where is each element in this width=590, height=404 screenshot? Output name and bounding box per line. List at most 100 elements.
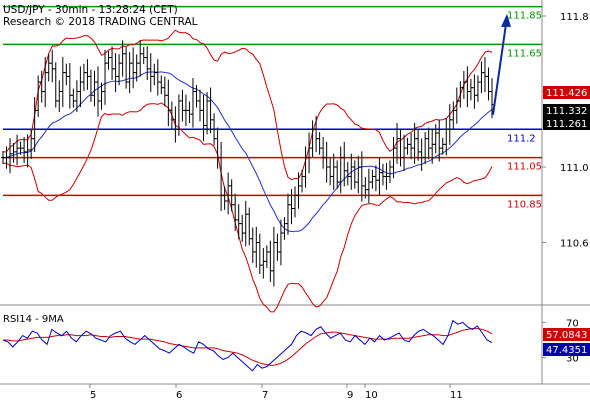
bid-price-label-bg bbox=[543, 117, 590, 130]
price-bar bbox=[300, 169, 305, 193]
price-bar bbox=[257, 233, 262, 275]
y-tick-label: 111.0 bbox=[560, 163, 589, 174]
price-bar bbox=[461, 70, 466, 99]
price-bar bbox=[377, 156, 382, 196]
price-bar bbox=[275, 233, 280, 261]
price-bar bbox=[458, 81, 463, 108]
price-bar bbox=[292, 186, 297, 218]
price-bar bbox=[370, 169, 375, 189]
price-bar bbox=[141, 47, 146, 65]
price-bar bbox=[155, 59, 160, 96]
price-bar bbox=[208, 87, 213, 134]
price-bar bbox=[465, 66, 470, 108]
rsi-value-label-bg bbox=[543, 343, 590, 356]
price-bar bbox=[113, 53, 118, 93]
price-bar bbox=[247, 207, 252, 246]
price-bar bbox=[22, 136, 27, 164]
x-tick-label: 6 bbox=[176, 390, 182, 400]
forecast-arrow-head bbox=[501, 13, 511, 27]
price-bar bbox=[43, 56, 48, 108]
price-bar bbox=[254, 226, 259, 268]
price-bar bbox=[190, 78, 195, 128]
price-bar bbox=[335, 160, 340, 189]
price-bar bbox=[78, 66, 83, 108]
rsi-value-label: 47.4351 bbox=[546, 345, 587, 356]
price-bar bbox=[183, 94, 188, 127]
price-bar bbox=[110, 46, 115, 80]
price-bar bbox=[162, 76, 167, 107]
price-bar bbox=[57, 80, 62, 113]
price-bar bbox=[447, 104, 452, 145]
price-bar bbox=[152, 63, 157, 86]
price-bar bbox=[145, 46, 150, 80]
price-bar bbox=[50, 49, 55, 83]
price-bar bbox=[236, 204, 241, 240]
price-bar bbox=[15, 134, 20, 166]
price-bar bbox=[201, 94, 206, 142]
price-bar bbox=[187, 101, 192, 124]
level-label-111.2: 111.2 bbox=[507, 133, 536, 144]
price-bar bbox=[53, 62, 58, 108]
x-tick-label: 11 bbox=[450, 390, 463, 400]
price-bar bbox=[159, 75, 164, 95]
price-bar bbox=[352, 160, 357, 189]
rsi-panel: RSI14 - 9MA 70 30 57.0843 47.4351 5 6 7 9 10 11 bbox=[0, 305, 590, 401]
price-bar bbox=[67, 62, 72, 109]
price-bar bbox=[95, 66, 100, 117]
x-tick-label: 7 bbox=[262, 390, 268, 400]
price-bar bbox=[81, 63, 86, 91]
price-bar bbox=[60, 56, 65, 108]
price-bar bbox=[328, 158, 333, 186]
price-bar bbox=[384, 163, 389, 190]
forecast-arrow-shaft bbox=[492, 23, 507, 115]
price-bar bbox=[359, 151, 364, 202]
price-bar bbox=[106, 50, 111, 70]
price-bar bbox=[416, 129, 421, 161]
level-label-111.65: 111.65 bbox=[507, 48, 542, 59]
price-bar bbox=[103, 49, 108, 105]
price-bar bbox=[233, 193, 238, 231]
price-bar bbox=[314, 115, 319, 153]
price-bar bbox=[240, 214, 245, 242]
chart-subtitle: Research © 2018 TRADING CENTRAL bbox=[3, 16, 198, 28]
price-bar bbox=[250, 227, 255, 264]
price-bar bbox=[296, 172, 301, 209]
rsi-ma-line bbox=[3, 328, 493, 367]
price-bar bbox=[324, 141, 329, 183]
current-price-label: 111.332 bbox=[546, 106, 587, 117]
rsi-title: RSI14 - 9MA bbox=[3, 314, 64, 325]
bollinger-lower-band bbox=[3, 102, 493, 313]
price-bar bbox=[366, 168, 371, 204]
x-tick-label: 9 bbox=[347, 390, 353, 400]
price-bar bbox=[387, 160, 392, 184]
price-bar bbox=[321, 136, 326, 169]
price-bar bbox=[271, 226, 276, 287]
price-bar bbox=[472, 74, 477, 109]
price-bar bbox=[180, 89, 185, 122]
price-bar bbox=[338, 146, 343, 194]
price-bar bbox=[402, 134, 407, 171]
price-bar bbox=[303, 146, 308, 188]
rsi-tick-label: 30 bbox=[566, 354, 579, 365]
rsi-ma-value-label-bg bbox=[543, 328, 590, 341]
level-label-111.85: 111.85 bbox=[507, 11, 542, 22]
price-bar bbox=[475, 75, 480, 102]
ma-price-label: 111.426 bbox=[546, 88, 587, 99]
price-bar bbox=[92, 70, 97, 107]
price-bar bbox=[169, 101, 174, 129]
price-bar bbox=[419, 138, 424, 171]
price-bar bbox=[268, 240, 273, 282]
price-bar bbox=[243, 200, 248, 247]
price-bar bbox=[138, 40, 143, 77]
price-bar bbox=[264, 245, 269, 268]
price-panel: 111.85 111.65 111.2 111.05 110.85 111.8 111.4… bbox=[0, 0, 590, 313]
price-bar bbox=[1, 150, 5, 165]
price-bar bbox=[426, 127, 431, 160]
price-bar bbox=[423, 132, 428, 165]
price-bar bbox=[148, 53, 153, 93]
price-bar bbox=[64, 63, 69, 86]
price-bar bbox=[36, 75, 41, 117]
price-bar bbox=[482, 56, 487, 93]
price-bar bbox=[198, 89, 203, 122]
